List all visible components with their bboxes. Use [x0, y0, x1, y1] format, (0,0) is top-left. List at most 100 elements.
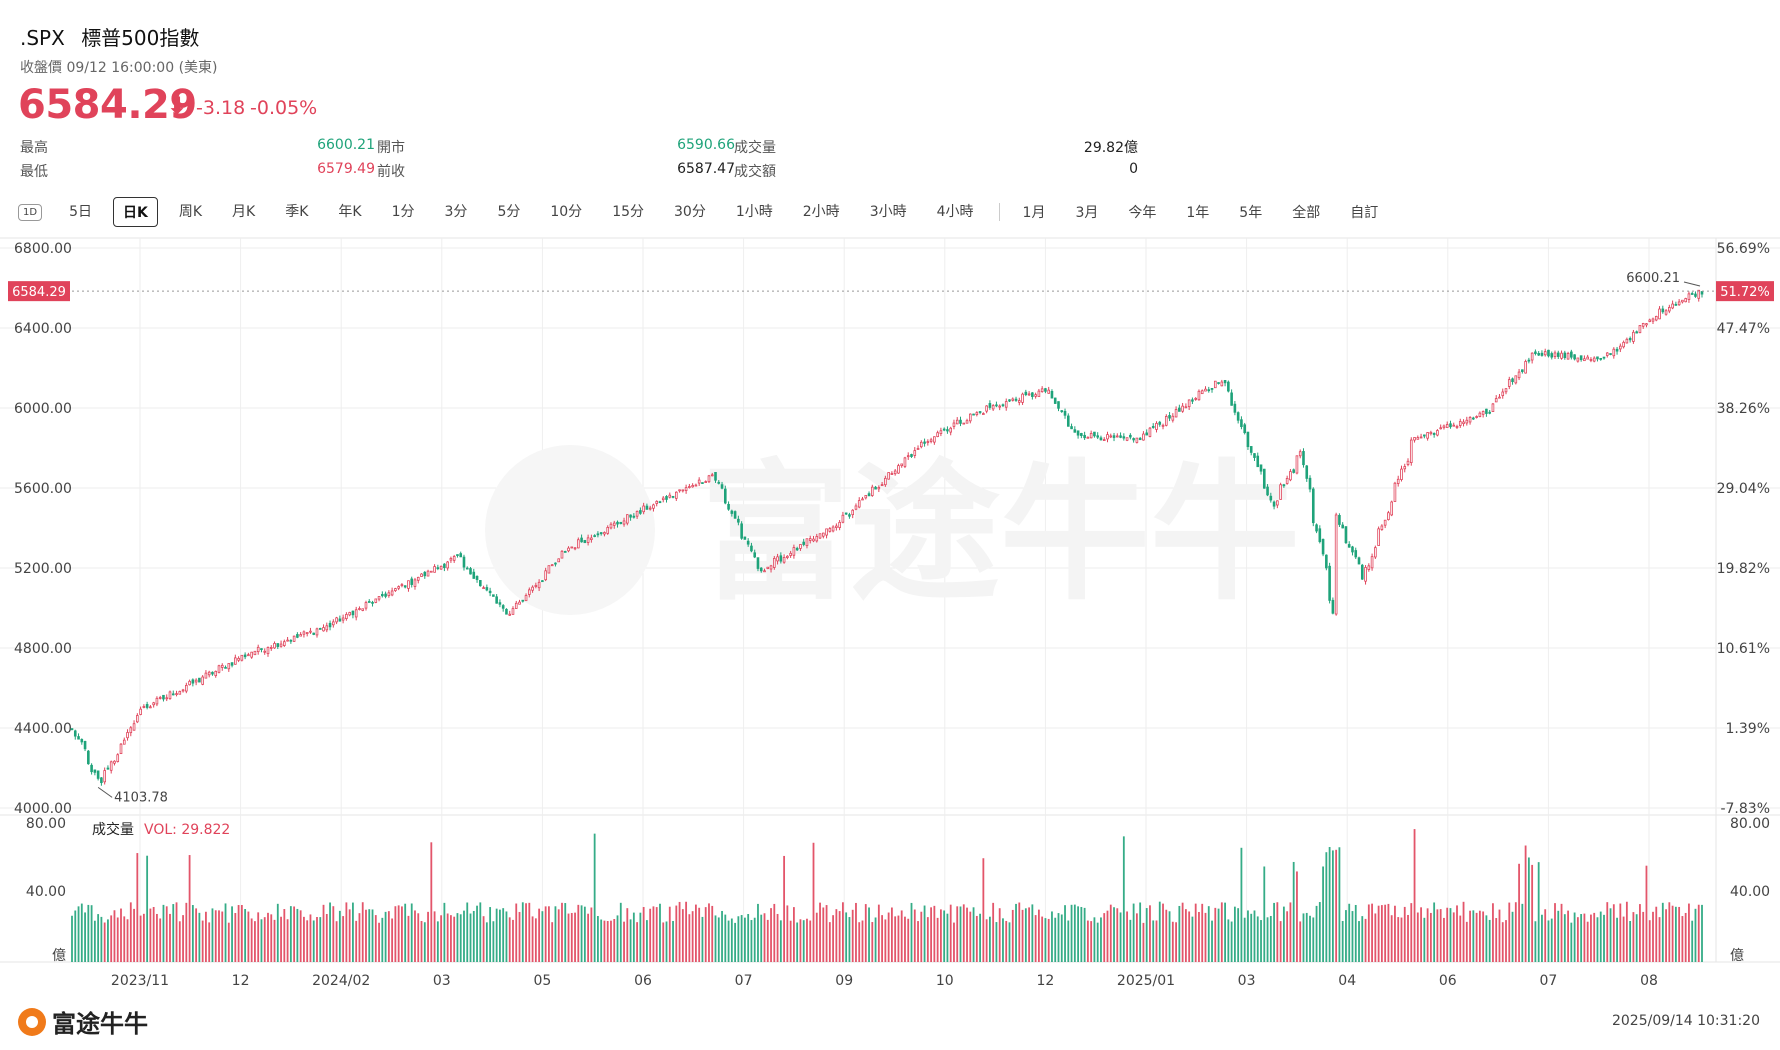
tab-period[interactable]: 30分 [674, 204, 706, 220]
stat-value: 6590.66 [677, 137, 735, 153]
candle-body [652, 504, 655, 509]
volume-bar [688, 914, 691, 962]
candle-body [1635, 331, 1638, 334]
candle-body [1044, 388, 1047, 392]
candle-body [511, 608, 515, 615]
candle-body [1429, 431, 1433, 435]
candle-body [867, 493, 871, 497]
candle-body [119, 743, 123, 755]
volume-bar [169, 913, 171, 962]
tab-range[interactable]: 1月 [1022, 205, 1046, 221]
candle-body [528, 589, 531, 595]
tab-range[interactable]: 5年 [1239, 205, 1263, 221]
volume-bar [1619, 903, 1622, 962]
price-tick-label: 4000.00 [14, 801, 72, 817]
tab-period[interactable]: 15分 [612, 204, 645, 220]
volume-bar [528, 902, 531, 962]
volume-bar [103, 922, 106, 962]
volume-tick-label-right: 40.00 [1730, 884, 1770, 900]
volume-bar [874, 917, 877, 962]
candle-body [1174, 409, 1178, 418]
x-tick-label: 10 [936, 973, 954, 989]
volume-bar [992, 902, 995, 962]
tab-period[interactable]: 周K [178, 204, 203, 220]
candle-body [332, 621, 335, 626]
tab-period[interactable]: 年K [338, 204, 362, 220]
candle-body [1024, 391, 1028, 396]
tab-range[interactable]: 今年 [1128, 205, 1157, 221]
volume-bar [286, 919, 289, 962]
candle-body [374, 598, 378, 603]
candle-body [903, 457, 907, 467]
x-tick-label: 03 [433, 973, 451, 989]
volume-bar [476, 905, 478, 962]
candle-body [1315, 524, 1318, 532]
candle-body [740, 523, 743, 539]
candle-body [1648, 319, 1652, 322]
volume-bar [659, 903, 661, 962]
volume-bar [1521, 903, 1524, 962]
volume-bar [198, 912, 201, 962]
volume-bar [1629, 920, 1632, 962]
candle-body [1145, 432, 1148, 436]
candle-body [1109, 435, 1113, 438]
volume-bar [355, 920, 358, 962]
volume-bar [1501, 922, 1504, 962]
volume-bar [1410, 903, 1413, 962]
tab-period[interactable]: 10分 [550, 204, 583, 220]
tab-period[interactable]: 1小時 [735, 204, 773, 220]
calendar-icon[interactable]: 1D [18, 203, 43, 221]
volume-bar [1289, 902, 1292, 962]
candle-body [1076, 430, 1080, 436]
volume-bar [299, 910, 302, 962]
tab-period[interactable]: 1分 [391, 204, 415, 220]
candle-body [795, 547, 799, 551]
tab-period[interactable]: 3分 [444, 204, 468, 220]
candle-body [175, 693, 178, 695]
tab-period[interactable]: 5分 [497, 204, 521, 220]
candle-body [1615, 348, 1619, 352]
candle-body [1354, 550, 1358, 558]
tab-range[interactable]: 自訂 [1350, 205, 1379, 221]
candle-body [1570, 351, 1573, 358]
candle-body [335, 617, 338, 623]
candle-body [857, 500, 861, 508]
volume-bar [1260, 920, 1262, 962]
volume-bar [1086, 920, 1089, 962]
stat-label: 成交額 [734, 164, 776, 180]
tab-range[interactable]: 1年 [1186, 205, 1210, 221]
candle-body [1599, 358, 1603, 360]
candle-body [488, 590, 492, 594]
tab-range[interactable]: 3月 [1075, 205, 1099, 221]
tab-period[interactable]: 2小時 [802, 204, 840, 220]
volume-bar [668, 906, 671, 962]
candle-body [256, 646, 260, 653]
candle-body [1632, 331, 1635, 342]
candle-body [1605, 352, 1609, 356]
tab-period[interactable]: 月K [232, 204, 256, 220]
volume-bar [133, 908, 135, 962]
volume-bar [492, 921, 495, 962]
candle-body [426, 570, 430, 577]
candle-body [1040, 388, 1044, 392]
candle-body [358, 608, 361, 610]
volume-bar [1276, 902, 1279, 962]
volume-bar [365, 909, 367, 962]
candle-body [835, 525, 838, 528]
volume-bar [306, 920, 309, 962]
candle-body [1367, 565, 1371, 570]
candle-body [1383, 519, 1387, 526]
candle-body [227, 663, 231, 670]
candle-body [955, 419, 959, 425]
candle-body [1625, 338, 1629, 344]
tab-range[interactable]: 全部 [1292, 205, 1321, 221]
tab-period[interactable]: 日K [112, 197, 158, 227]
tab-period[interactable]: 5日 [69, 204, 92, 220]
volume-bar [1439, 909, 1442, 962]
tab-period[interactable]: 3小時 [869, 204, 907, 220]
tab-period[interactable]: 季K [285, 204, 309, 220]
candle-body [541, 580, 544, 583]
tab-period[interactable]: 4小時 [936, 204, 974, 220]
close-status: 收盤價 09/12 16:00:00 (美東) [20, 60, 218, 76]
